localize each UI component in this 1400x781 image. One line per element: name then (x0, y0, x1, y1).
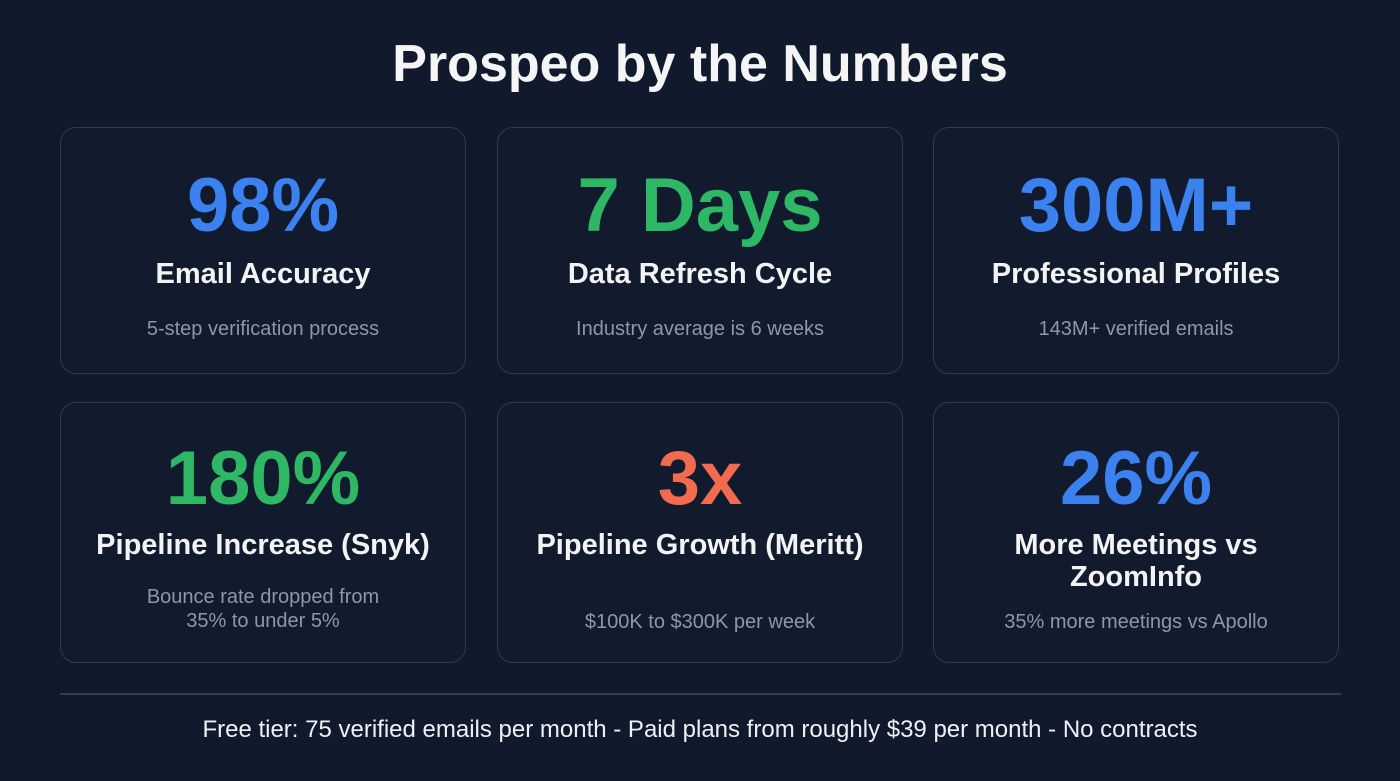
stat-label: More Meetings vs ZoomInfo (1014, 529, 1258, 593)
stat-value: 180% (165, 436, 361, 521)
stat-sub: $100K to $300K per week (584, 611, 816, 633)
stat-value: 300M+ (1018, 163, 1254, 248)
page-title: Prospeo by the Numbers (392, 35, 1008, 93)
stat-label: Pipeline Increase (Snyk) (96, 529, 430, 561)
stat-card-data-refresh: 7 Days Data Refresh Cycle Industry avera… (497, 127, 903, 374)
stat-card-more-meetings: 26% More Meetings vs ZoomInfo 35% more m… (933, 402, 1339, 663)
stat-value: 98% (186, 163, 340, 248)
stat-value: 26% (1059, 436, 1213, 521)
stat-card-email-accuracy: 98% Email Accuracy 5-step verification p… (60, 127, 466, 374)
stat-card-pipeline-increase: 180% Pipeline Increase (Snyk) Bounce rat… (60, 402, 466, 663)
stat-sub: Industry average is 6 weeks (576, 318, 824, 340)
footer-text: Free tier: 75 verified emails per month … (202, 716, 1198, 743)
stat-label: Professional Profiles (991, 258, 1281, 290)
stat-sub: Bounce rate dropped from 35% to under 5% (146, 586, 380, 632)
stat-card-pipeline-growth: 3x Pipeline Growth (Meritt) $100K to $30… (497, 402, 903, 663)
stat-value: 7 Days (577, 163, 823, 248)
stat-sub: 35% more meetings vs Apollo (1004, 611, 1268, 633)
stat-label: Pipeline Growth (Meritt) (536, 529, 864, 561)
stat-card-profiles: 300M+ Professional Profiles 143M+ verifi… (933, 127, 1339, 374)
divider (60, 693, 1341, 695)
stat-label: Data Refresh Cycle (567, 258, 833, 290)
stat-sub: 143M+ verified emails (1038, 318, 1234, 340)
stat-label: Email Accuracy (155, 258, 371, 290)
stat-sub: 5-step verification process (146, 318, 380, 340)
stat-value: 3x (657, 436, 743, 521)
